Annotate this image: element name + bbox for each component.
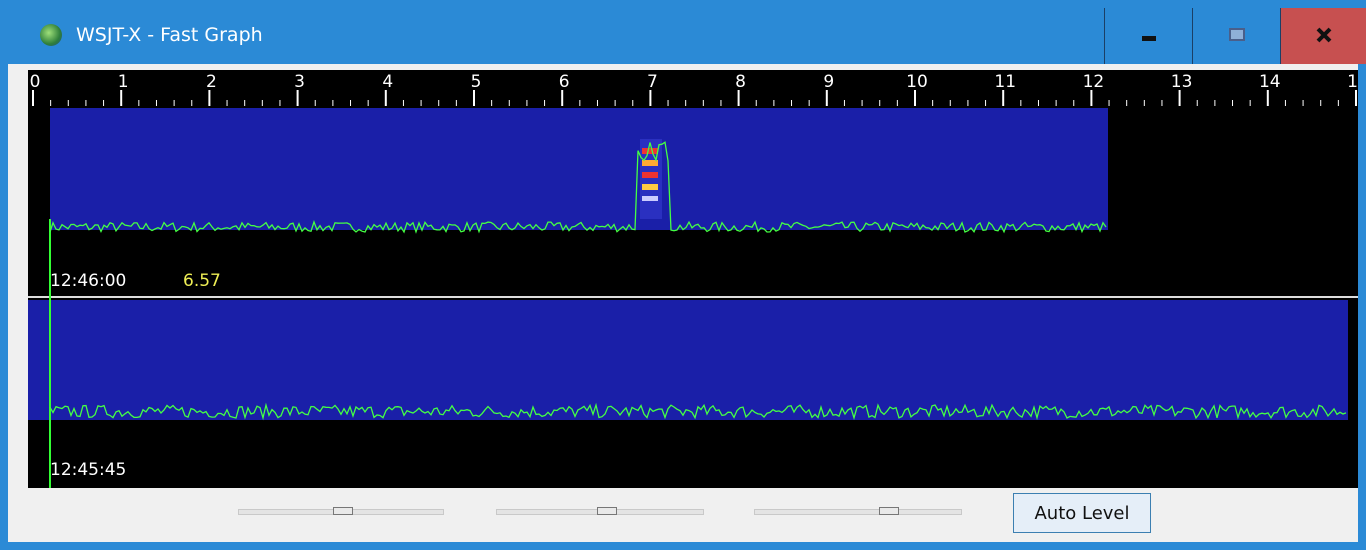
tick-label: 12 bbox=[1083, 72, 1105, 92]
panel-time: 12:46:00 bbox=[50, 271, 126, 291]
waterfall-upper bbox=[50, 108, 1108, 230]
window: WSJT-X - Fast Graph bbox=[0, 0, 1366, 550]
waterfall-lower bbox=[28, 300, 1348, 420]
tick-label: 13 bbox=[1171, 72, 1193, 92]
app-icon bbox=[40, 24, 62, 46]
tick-label: 7 bbox=[647, 72, 658, 92]
panel-time: 12:45:45 bbox=[50, 460, 126, 480]
tick-label: 4 bbox=[382, 72, 393, 92]
maximize-button[interactable] bbox=[1192, 8, 1281, 64]
signal-burst bbox=[640, 139, 662, 219]
close-button[interactable] bbox=[1280, 8, 1366, 64]
tick-label: 3 bbox=[294, 72, 305, 92]
tick-label: 1 bbox=[118, 72, 129, 92]
tick-label: 5 bbox=[471, 72, 482, 92]
title-bar: WSJT-X - Fast Graph bbox=[0, 0, 1366, 64]
close-icon bbox=[1281, 8, 1366, 64]
panel-value: 6.57 bbox=[183, 271, 221, 291]
slider[interactable] bbox=[238, 509, 444, 515]
tick-label: 15 bbox=[1347, 72, 1358, 92]
tick-label: 9 bbox=[823, 72, 834, 92]
minimize-button[interactable] bbox=[1104, 8, 1193, 64]
tick-label: 6 bbox=[559, 72, 570, 92]
tick-label: 10 bbox=[906, 72, 928, 92]
auto-level-button[interactable]: Auto Level bbox=[1013, 493, 1151, 533]
tick-label: 0 bbox=[30, 72, 41, 92]
tick-label: 14 bbox=[1259, 72, 1281, 92]
tick-label: 2 bbox=[206, 72, 217, 92]
slider[interactable] bbox=[754, 509, 962, 515]
tick-label: 11 bbox=[994, 72, 1016, 92]
slider[interactable] bbox=[496, 509, 704, 515]
window-title: WSJT-X - Fast Graph bbox=[76, 24, 263, 46]
tick-label: 8 bbox=[735, 72, 746, 92]
